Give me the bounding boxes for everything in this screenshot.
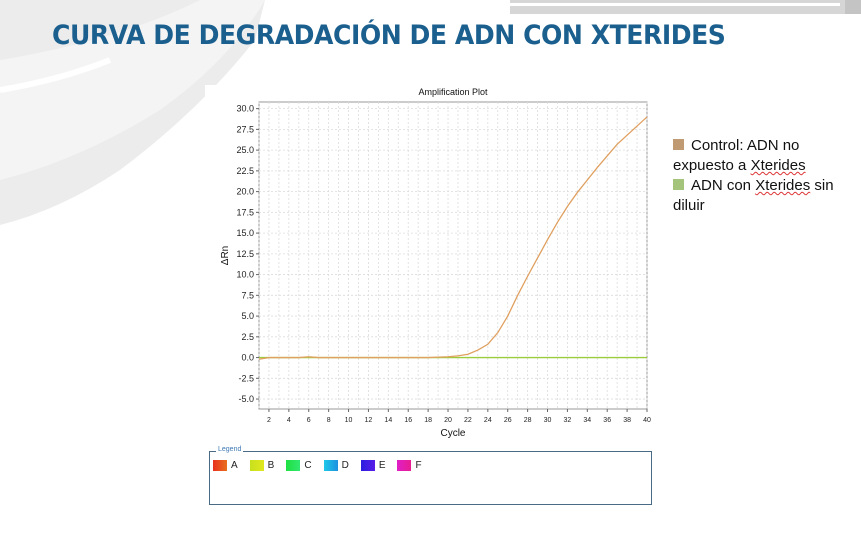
plot-legend-label: B bbox=[267, 460, 275, 471]
series-line bbox=[258, 116, 648, 360]
y-tick-label: 20.0 bbox=[236, 187, 254, 197]
side-legend: Control: ADN no expuesto a Xterides ADN c… bbox=[673, 136, 848, 216]
amplification-plot: 30.027.525.022.520.017.515.012.510.07.55… bbox=[220, 87, 651, 439]
x-tick-label: 20 bbox=[444, 417, 452, 424]
legend-square-icon bbox=[673, 139, 684, 150]
x-tick-label: 8 bbox=[327, 417, 331, 424]
y-tick-label: 22.5 bbox=[236, 166, 254, 176]
legend-swatch-icon bbox=[397, 460, 412, 471]
y-tick-label: 7.5 bbox=[241, 290, 254, 300]
y-tick-label: 15.0 bbox=[236, 228, 254, 238]
legend-swatch-icon bbox=[286, 460, 301, 471]
x-tick-label: 6 bbox=[307, 417, 311, 424]
y-tick-label: 17.5 bbox=[236, 207, 254, 217]
y-tick-label: 30.0 bbox=[236, 104, 254, 114]
side-legend-underlined-word: Xterides bbox=[755, 177, 811, 194]
y-tick-label: 0.0 bbox=[241, 353, 254, 363]
slide-title: CURVA DE DEGRADACIÓN DE ADN CON XTERIDES bbox=[52, 20, 726, 51]
legend-swatch-icon bbox=[213, 460, 227, 471]
plot-area bbox=[258, 101, 648, 410]
plot-legend-label: D bbox=[341, 460, 349, 471]
x-tick-label: 40 bbox=[643, 417, 651, 424]
x-tick-label: 30 bbox=[544, 417, 552, 424]
plot-legend-item: A bbox=[213, 460, 238, 471]
y-tick-label: -2.5 bbox=[238, 373, 254, 383]
side-legend-underlined-word: Xterides bbox=[750, 157, 806, 174]
x-tick-label: 4 bbox=[287, 417, 291, 424]
x-tick-label: 32 bbox=[564, 417, 572, 424]
y-tick-label: 2.5 bbox=[241, 332, 254, 342]
plot-legend: Legend A B C D E F bbox=[209, 446, 652, 505]
plot-legend-item: E bbox=[360, 460, 386, 471]
y-tick-label: 10.0 bbox=[236, 270, 254, 280]
y-tick-label: 27.5 bbox=[236, 124, 254, 134]
plot-legend-item: D bbox=[323, 460, 349, 471]
x-tick-label: 28 bbox=[524, 417, 532, 424]
plot-legend-label: E bbox=[378, 460, 386, 471]
side-legend-item: ADN con Xterides sin diluir bbox=[673, 177, 834, 214]
y-tick-label: 12.5 bbox=[236, 249, 254, 259]
x-tick-label: 18 bbox=[424, 417, 432, 424]
x-tick-label: 14 bbox=[384, 417, 392, 424]
legend-swatch-icon bbox=[249, 460, 264, 471]
y-tick-label: -5.0 bbox=[238, 394, 254, 404]
legend-swatch-icon bbox=[360, 460, 375, 471]
x-tick-label: 34 bbox=[583, 417, 591, 424]
x-axis-label: Cycle bbox=[440, 428, 465, 439]
x-tick-label: 16 bbox=[404, 417, 412, 424]
x-tick-label: 10 bbox=[345, 417, 353, 424]
x-tick-label: 24 bbox=[484, 417, 492, 424]
x-tick-label: 26 bbox=[504, 417, 512, 424]
legend-square-icon bbox=[673, 179, 684, 190]
side-legend-item: Control: ADN no expuesto a Xterides bbox=[673, 137, 806, 174]
plot-legend-item: C bbox=[286, 460, 312, 471]
y-tick-label: 25.0 bbox=[236, 145, 254, 155]
amplification-plot-panel: 30.0 27.5 25.0 22.5 20.0 17.5 15.0 12.5 10.0 7.5 5… bbox=[205, 85, 660, 445]
y-axis-label: ΔRn bbox=[220, 246, 231, 265]
x-tick-label: 22 bbox=[464, 417, 472, 424]
plot-legend-title: Legend bbox=[216, 446, 244, 453]
x-tick-label: 36 bbox=[603, 417, 611, 424]
y-tick-label: 5.0 bbox=[241, 311, 254, 321]
plot-legend-item: F bbox=[397, 460, 422, 471]
legend-swatch-icon bbox=[323, 460, 338, 471]
plot-legend-label: C bbox=[304, 460, 312, 471]
plot-legend-item: B bbox=[249, 460, 275, 471]
x-tick-label: 12 bbox=[365, 417, 373, 424]
x-tick-label: 2 bbox=[267, 417, 271, 424]
chart-title: Amplification Plot bbox=[418, 87, 488, 97]
plot-legend-label: F bbox=[415, 460, 422, 471]
plot-legend-label: A bbox=[231, 460, 238, 471]
x-tick-label: 38 bbox=[623, 417, 631, 424]
